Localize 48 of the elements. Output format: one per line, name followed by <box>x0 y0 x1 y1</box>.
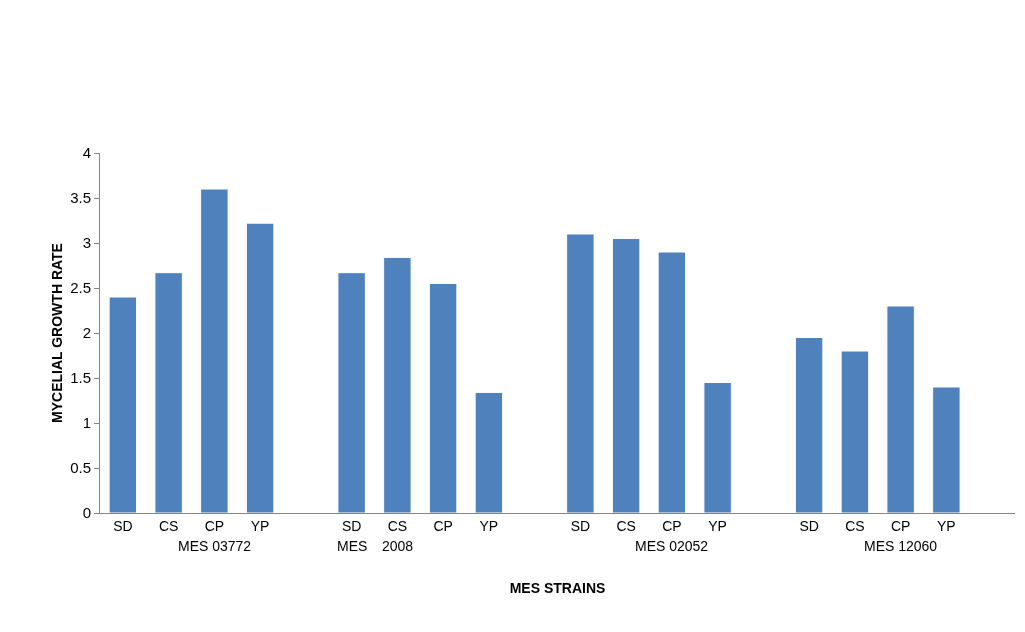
bar <box>840 350 870 513</box>
bar <box>566 233 595 513</box>
x-tick-label: YP <box>250 517 270 534</box>
y-tick-label: 2.5 <box>70 279 91 297</box>
y-tick-label: 4 <box>82 144 91 162</box>
x-tick-label: SD <box>113 517 133 534</box>
bar <box>200 188 229 513</box>
x-tick-label: CP <box>890 517 911 534</box>
bar <box>657 251 687 513</box>
y-tick-label: 0 <box>82 504 91 522</box>
x-tick-label: CS <box>616 517 636 534</box>
x-tick-label: CP <box>433 517 453 534</box>
x-tick-label: CS <box>387 517 408 534</box>
y-axis-title: MYCELIAL GROWTH RATE <box>49 243 65 423</box>
x-tick-label: CP <box>204 517 225 534</box>
bar <box>383 256 412 513</box>
text: MES 02052 <box>635 538 709 554</box>
y-tick-label: 1 <box>82 414 91 432</box>
y-tick-label: 3 <box>82 234 91 252</box>
x-tick-label: YP <box>708 517 727 534</box>
bar <box>245 222 275 513</box>
text: MES 03772 <box>178 538 252 554</box>
y-tick-label: 2 <box>82 324 91 342</box>
bar <box>886 305 915 513</box>
bar <box>794 337 824 513</box>
text: MES <box>337 538 368 554</box>
x-tick-label: SD <box>570 517 591 534</box>
x-tick-label: CS <box>158 517 179 534</box>
text: MES 12060 <box>864 538 938 554</box>
x-tick-label: YP <box>479 517 499 534</box>
bar <box>154 272 183 513</box>
x-tick-label: YP <box>937 517 956 534</box>
x-tick-label: SD <box>341 517 362 534</box>
text: 2008 <box>382 538 414 554</box>
y-tick-label: 3.5 <box>70 189 91 207</box>
bar <box>474 391 504 513</box>
bar <box>337 272 366 513</box>
bar <box>108 296 138 513</box>
bar <box>611 238 641 513</box>
bar <box>703 382 732 513</box>
x-tick-label: SD <box>799 517 819 534</box>
y-tick-label: 1.5 <box>70 369 91 387</box>
x-axis-title: MES STRAINS <box>509 580 606 597</box>
x-tick-label: CS <box>845 517 865 534</box>
bar <box>932 386 961 513</box>
x-tick-label: CP <box>662 517 682 534</box>
y-tick-label: 0.5 <box>70 459 91 477</box>
bar <box>428 283 458 513</box>
